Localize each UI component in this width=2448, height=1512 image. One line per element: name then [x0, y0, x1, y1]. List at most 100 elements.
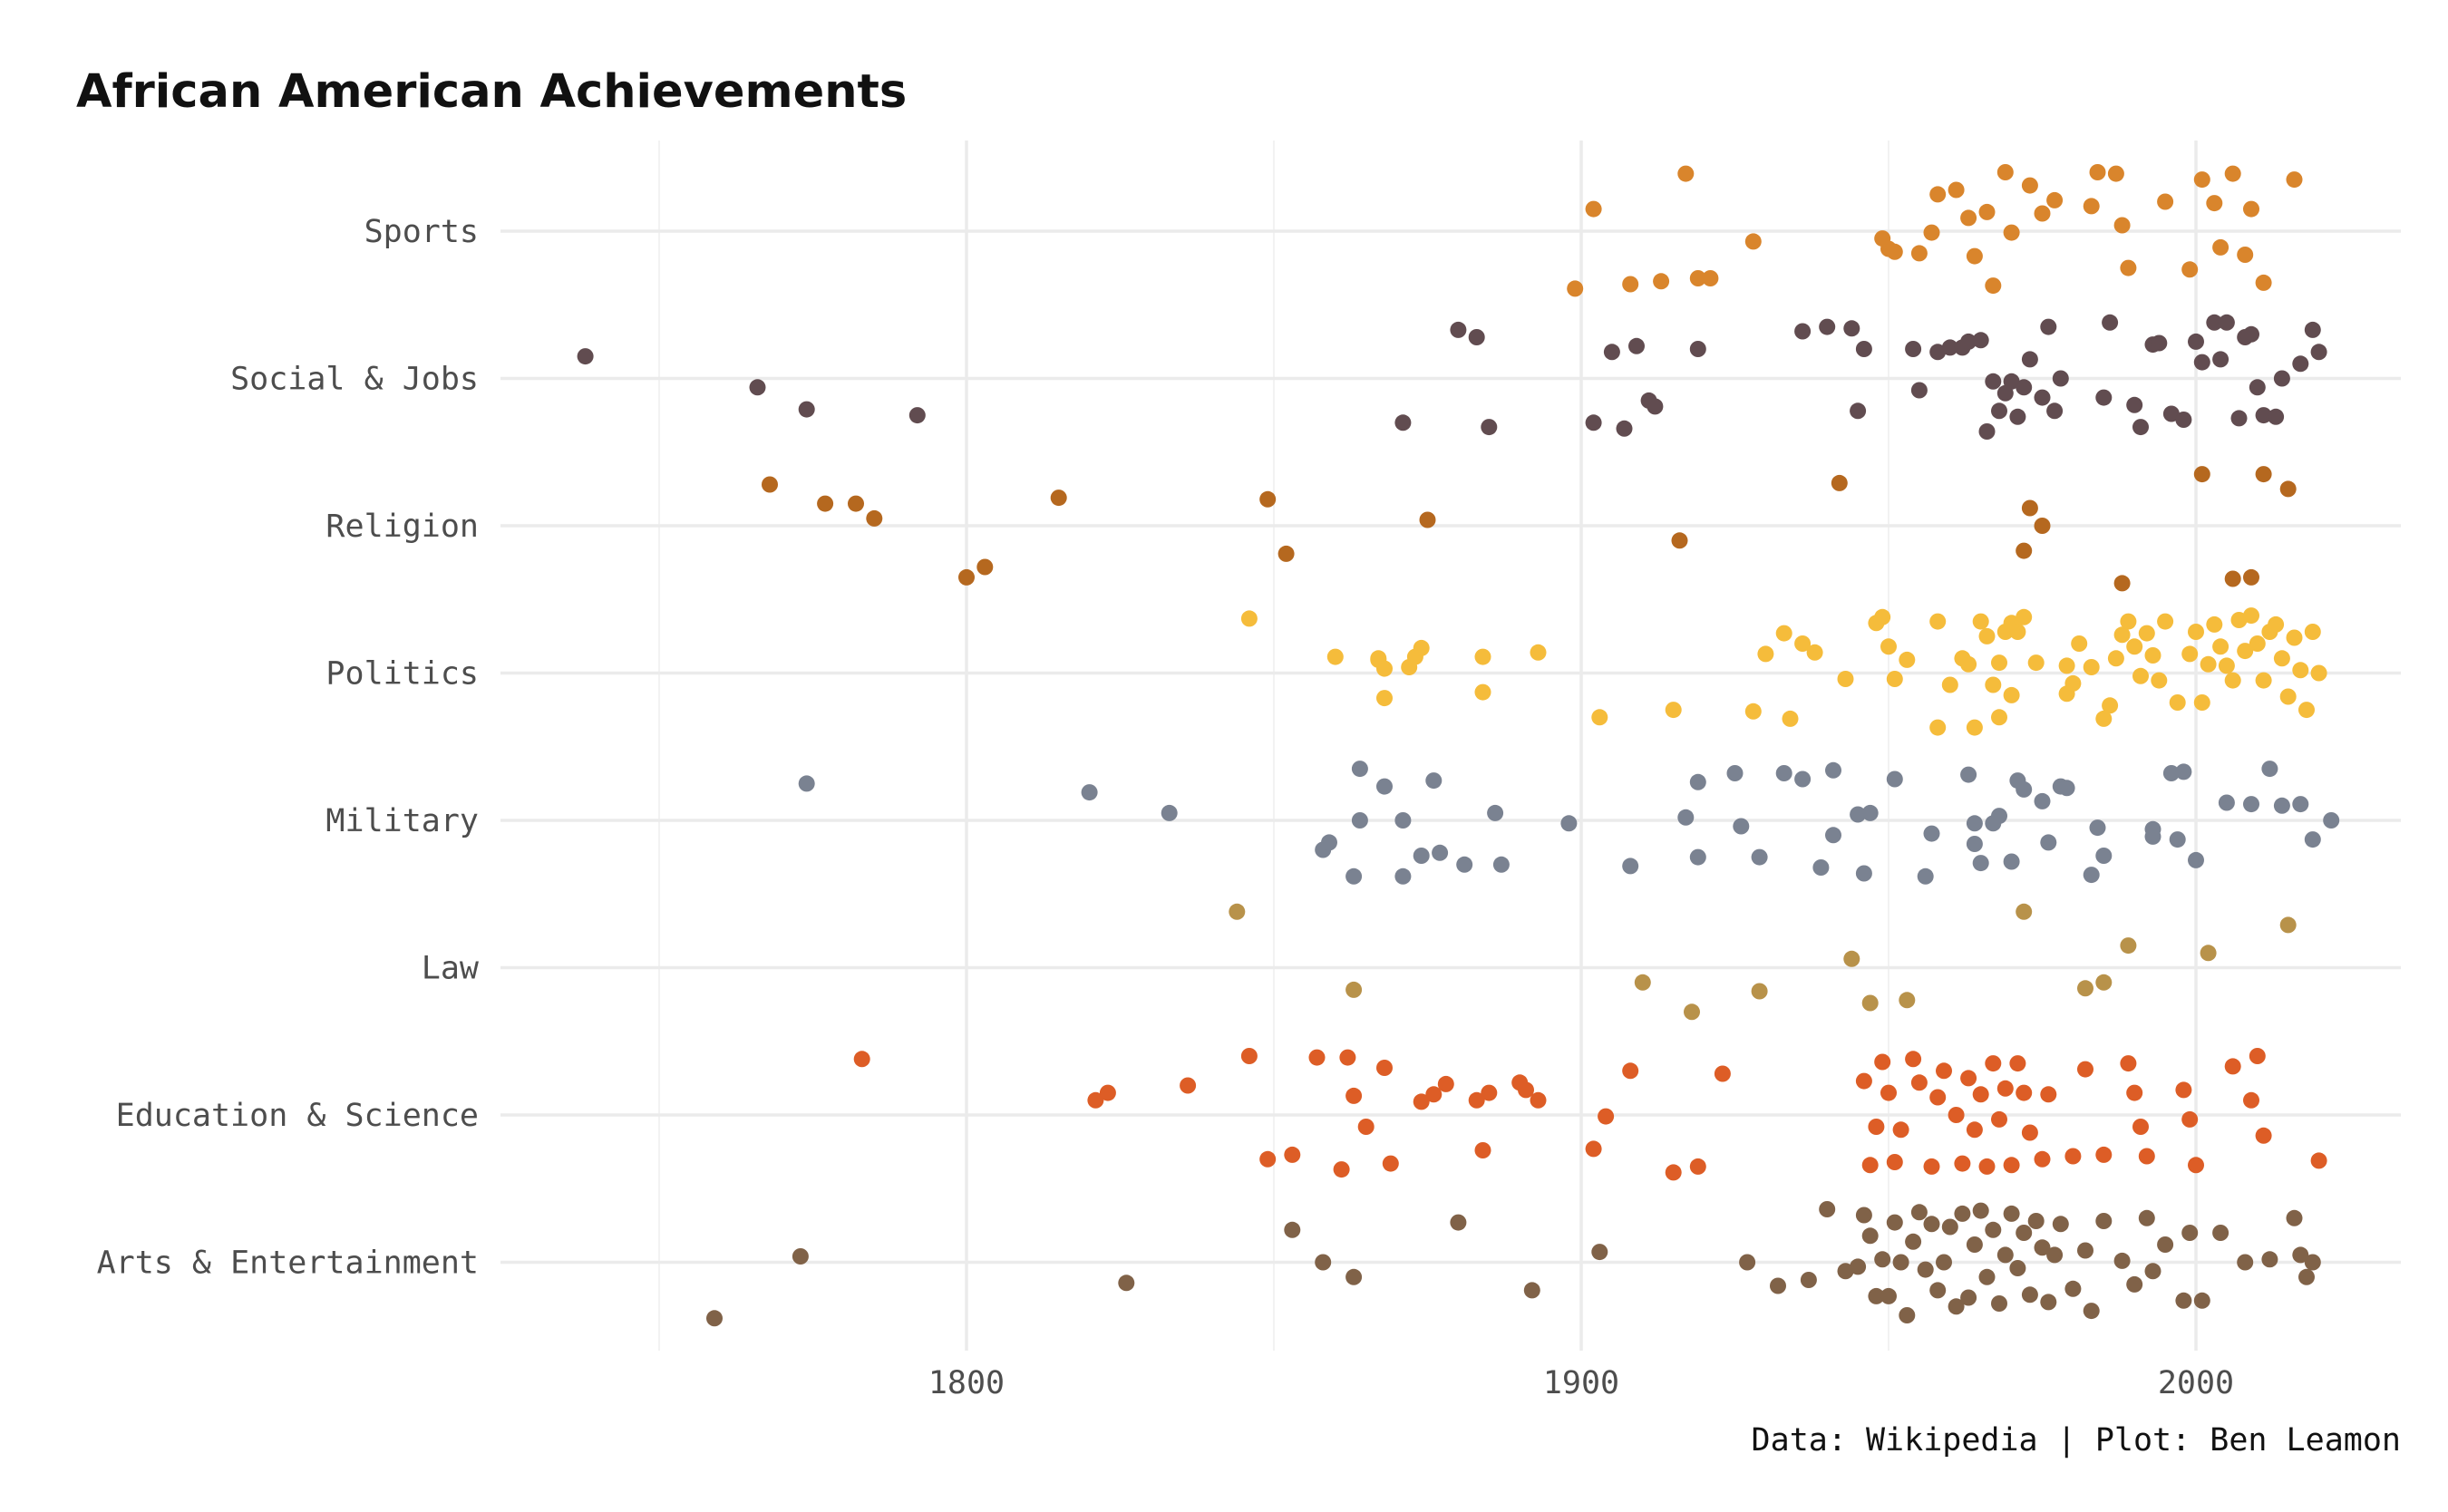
data-point-arts-entertainment — [792, 1248, 809, 1265]
data-point-religion — [958, 568, 975, 586]
data-point-education-science — [2040, 1086, 2057, 1103]
data-point-law — [1229, 903, 1246, 920]
data-point-sports — [1966, 247, 1983, 265]
data-point-arts-entertainment — [1910, 1204, 1928, 1221]
data-point-politics — [2212, 638, 2229, 655]
data-point-social-jobs — [2206, 314, 2223, 331]
data-point-arts-entertainment — [2083, 1303, 2100, 1320]
data-point-military — [1751, 848, 1768, 866]
data-point-social-jobs — [1481, 419, 1498, 436]
data-point-military — [1966, 836, 1983, 852]
data-point-arts-entertainment — [1954, 1205, 1971, 1222]
y-tick-label: Arts & Entertainment — [97, 1245, 479, 1282]
data-point-education-science — [1996, 1080, 2014, 1097]
data-point-politics — [2243, 607, 2259, 625]
data-point-social-jobs — [1616, 420, 1633, 437]
data-point-social-jobs — [2218, 314, 2235, 331]
data-point-military — [1081, 784, 1098, 801]
data-point-politics — [2027, 654, 2045, 672]
data-point-religion — [1831, 474, 1848, 491]
y-tick-label: Law — [422, 951, 480, 987]
data-point-military — [2304, 831, 2321, 848]
data-point-politics — [1665, 702, 1682, 719]
data-point-arts-entertainment — [1855, 1207, 1872, 1224]
data-point-law — [2077, 980, 2093, 997]
data-point-arts-entertainment — [1880, 1287, 1897, 1304]
data-point-politics — [2218, 657, 2235, 674]
data-point-politics — [1941, 676, 1958, 693]
data-point-politics — [2304, 624, 2321, 640]
data-point-social-jobs — [1960, 333, 1977, 350]
data-point-religion — [2243, 568, 2259, 586]
data-point-sports — [1960, 209, 1977, 227]
data-point-social-jobs — [2151, 334, 2168, 352]
data-point-arts-entertainment — [1886, 1214, 1903, 1231]
data-point-social-jobs — [2304, 321, 2321, 338]
data-point-education-science — [1855, 1072, 1872, 1090]
data-point-education-science — [2310, 1152, 2327, 1169]
data-point-military — [2273, 797, 2290, 814]
data-point-education-science — [1985, 1055, 2002, 1072]
data-point-arts-entertainment — [1591, 1244, 1608, 1261]
data-point-politics — [2237, 643, 2254, 660]
data-point-arts-entertainment — [2144, 1263, 2161, 1280]
data-point-education-science — [1874, 1053, 1891, 1071]
data-point-politics — [1899, 651, 1916, 668]
data-point-military — [1689, 848, 1706, 866]
data-point-arts-entertainment — [2016, 1225, 2033, 1241]
data-point-sports — [2034, 205, 2051, 222]
data-point-arts-entertainment — [2052, 1216, 2069, 1233]
data-point-politics — [1978, 627, 1996, 645]
data-point-military — [1726, 765, 1744, 781]
data-point-arts-entertainment — [1905, 1233, 1922, 1250]
data-point-social-jobs — [1394, 414, 1412, 431]
data-point-sports — [1585, 200, 1602, 218]
data-point-politics — [2292, 662, 2309, 679]
data-point-military — [1733, 818, 1750, 835]
data-point-sports — [1677, 165, 1695, 182]
data-point-social-jobs — [1468, 329, 1485, 345]
data-point-social-jobs — [1794, 323, 1812, 340]
data-point-education-science — [1518, 1081, 1534, 1099]
chart-title: African American Achievements — [76, 65, 907, 119]
data-point-education-science — [1437, 1075, 1454, 1092]
data-point-politics — [2157, 613, 2174, 630]
data-point-military — [2243, 796, 2259, 813]
data-point-arts-entertainment — [1978, 1268, 1996, 1285]
data-point-education-science — [1991, 1110, 2007, 1128]
data-point-education-science — [1886, 1154, 1903, 1170]
data-point-politics — [2200, 655, 2217, 673]
data-point-law — [1634, 974, 1651, 991]
data-point-military — [1161, 804, 1178, 821]
data-point-education-science — [1714, 1065, 1731, 1082]
data-point-arts-entertainment — [2304, 1254, 2321, 1271]
data-point-politics — [2255, 672, 2272, 689]
data-point-politics — [1874, 608, 1891, 625]
data-points — [577, 164, 2340, 1327]
data-point-politics — [1966, 719, 1983, 736]
data-point-politics — [2132, 667, 2149, 684]
data-point-military — [2162, 765, 2180, 781]
data-point-politics — [2169, 694, 2186, 711]
data-point-social-jobs — [2003, 373, 2020, 390]
data-point-military — [1492, 856, 1510, 873]
data-point-sports — [2243, 200, 2259, 218]
data-point-religion — [762, 476, 778, 493]
data-point-sports — [2046, 191, 2064, 208]
data-point-military — [1425, 772, 1443, 790]
data-point-military — [2083, 867, 2100, 884]
data-point-sports — [2157, 193, 2174, 210]
data-point-social-jobs — [2034, 389, 2051, 406]
data-point-arts-entertainment — [2261, 1251, 2278, 1268]
data-point-politics — [2298, 702, 2315, 719]
data-point-law — [1843, 950, 1860, 967]
data-point-military — [2095, 848, 2113, 864]
data-point-politics — [1837, 671, 1854, 687]
data-point-arts-entertainment — [1972, 1202, 1989, 1219]
data-point-social-jobs — [577, 348, 594, 365]
data-point-military — [2003, 853, 2020, 870]
data-point-arts-entertainment — [2021, 1286, 2038, 1304]
data-point-military — [1689, 773, 1706, 790]
data-point-military — [1432, 844, 1449, 861]
